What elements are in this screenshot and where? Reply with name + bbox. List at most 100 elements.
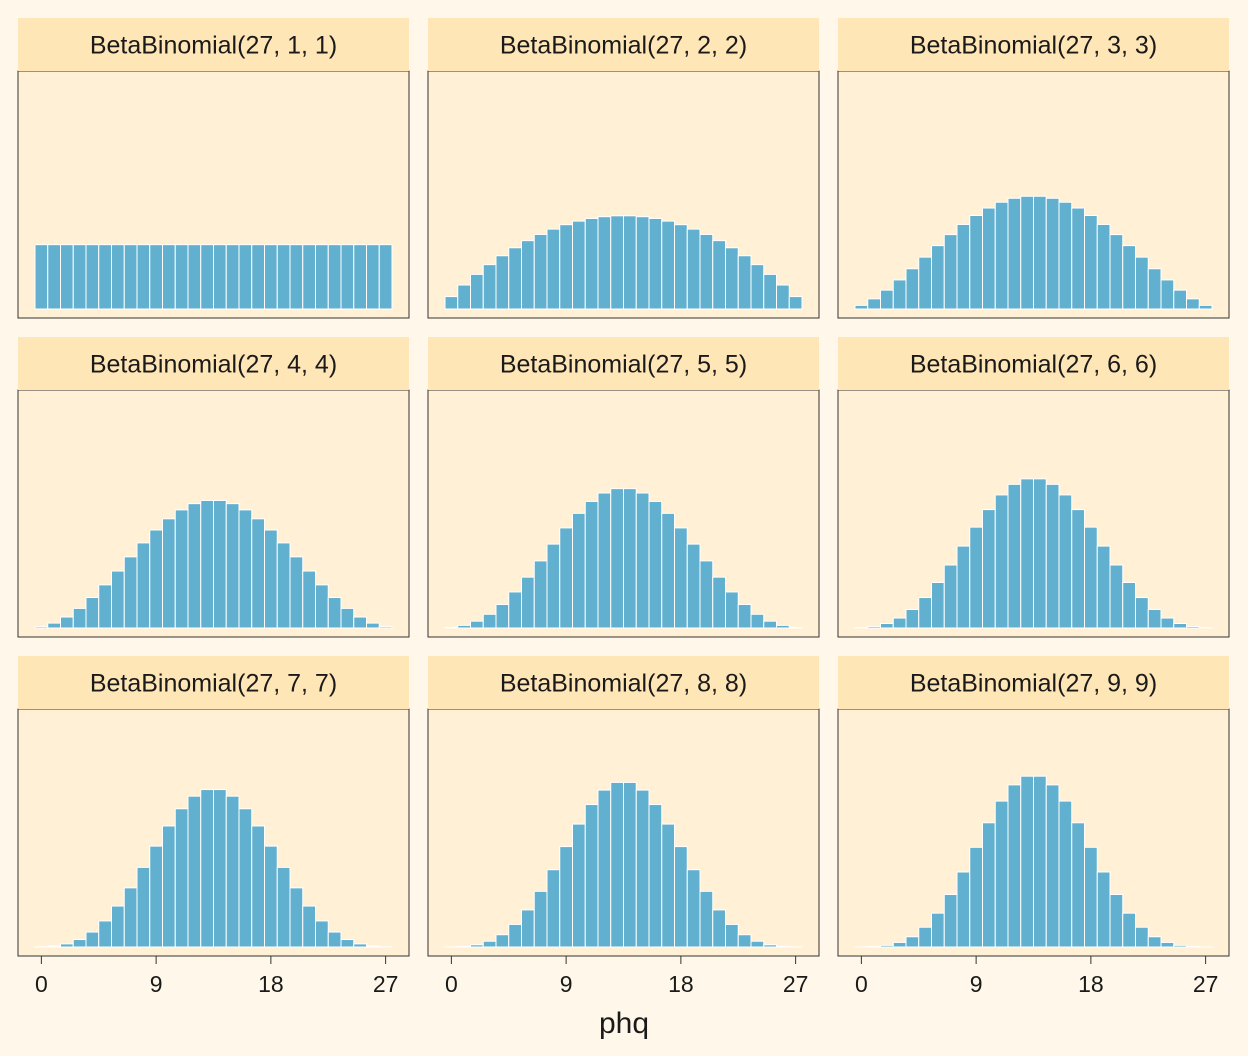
bar [289,887,304,948]
bar [200,789,214,948]
bar [251,244,265,310]
bar [546,543,561,629]
bar [931,245,945,310]
bar [457,284,471,310]
bar [1084,526,1098,629]
bar [289,244,304,310]
bar [610,781,624,948]
bar [763,273,777,310]
bar [225,795,240,948]
bar [943,234,958,310]
bar [213,789,227,948]
bar [353,244,367,310]
bar [34,626,49,629]
bar [1186,625,1200,629]
facet-panel: BetaBinomial(27, 1, 1) [17,18,410,319]
bar [238,808,253,948]
bar [725,247,739,310]
bar [994,494,1009,629]
bar [1071,509,1085,629]
bar [623,488,637,629]
bar [495,934,510,948]
bar [340,607,355,629]
bar [508,247,522,310]
bar [533,560,548,629]
bar [238,244,253,310]
bar [905,268,920,310]
bar [162,244,176,310]
facet-panel: BetaBinomial(27, 3, 3) [837,18,1230,319]
bar [905,936,920,948]
bar [969,526,983,629]
bar [47,244,61,310]
x-tick-label: 27 [783,971,809,997]
bar [559,224,573,310]
bar [123,244,138,310]
bar [1058,800,1073,948]
bar [623,215,637,310]
x-tick-label: 0 [855,971,868,997]
bar [584,804,599,948]
bar [982,207,996,310]
bar [699,233,714,310]
bar [136,866,151,948]
x-tick-label: 18 [668,971,694,997]
bar [85,597,100,629]
bar [482,940,497,948]
bar [1058,494,1073,629]
bar [302,570,316,629]
bar [111,244,125,310]
bar [1084,846,1098,948]
bar [905,608,920,629]
bar [378,244,393,310]
bar [559,846,573,948]
facet-strip [18,18,409,71]
facet-strip [18,337,409,390]
bar [1135,597,1149,629]
bar [686,543,701,629]
bar [162,825,176,948]
facet-title: BetaBinomial(27, 8, 8) [500,670,747,698]
bar [174,244,189,310]
bar [572,512,586,629]
bar [1096,871,1111,948]
bar [750,613,765,629]
bar [1135,926,1149,948]
bar [187,795,202,948]
bar [302,244,316,310]
bar [776,284,790,310]
bar [776,945,790,948]
bar [238,509,253,629]
bar [315,920,329,948]
x-tick-label: 9 [150,971,163,997]
x-tick-label: 18 [258,971,284,997]
bar [72,244,87,310]
bar [699,560,714,629]
bar [136,542,151,629]
bar [737,934,752,948]
bar [457,945,471,948]
bar [1045,197,1060,310]
bar [1033,478,1047,629]
bar [712,576,726,629]
bar [315,244,329,310]
facet-strip [428,337,819,390]
bar [1147,268,1162,310]
bar [867,625,881,629]
bar [264,529,278,629]
facet-strip [18,656,409,709]
facet-strip [838,18,1229,71]
bar [610,215,624,310]
bar [508,923,522,948]
facet-title: BetaBinomial(27, 5, 5) [500,351,747,379]
bar [98,920,112,948]
bar [1160,617,1175,629]
bar [136,244,151,310]
bar [880,623,894,629]
bar [533,890,548,948]
bar [1045,483,1060,629]
bar [1096,545,1111,629]
facet-panel: BetaBinomial(27, 6, 6) [837,337,1230,638]
bar [302,905,316,948]
